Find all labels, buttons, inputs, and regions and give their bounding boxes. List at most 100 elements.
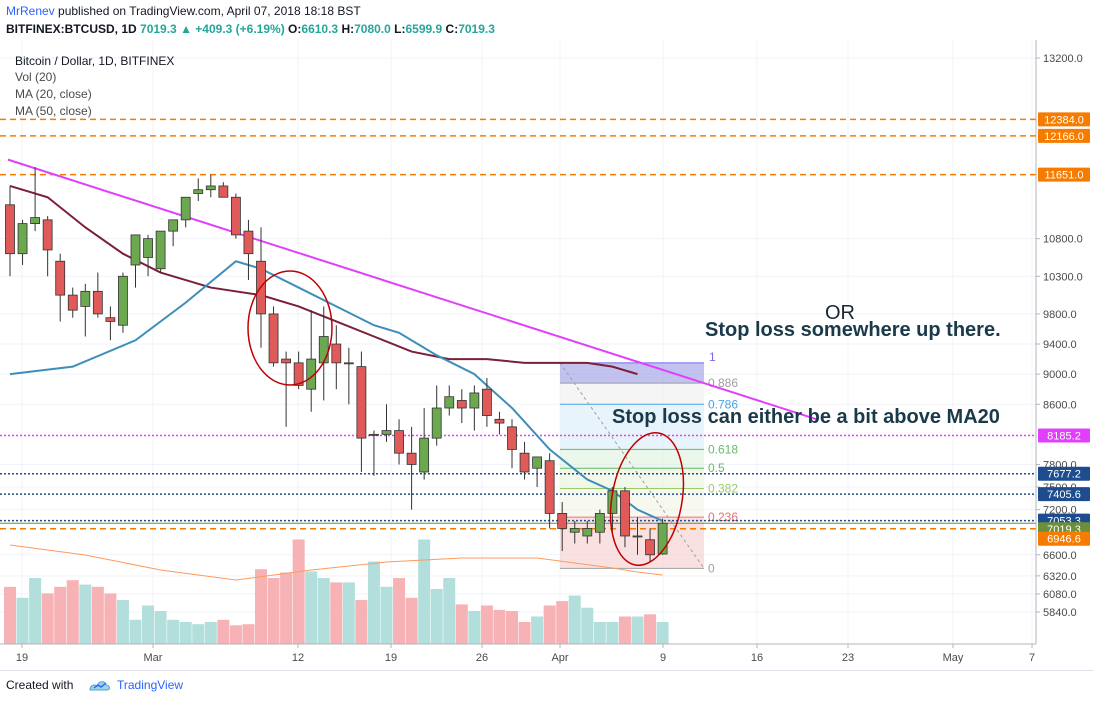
price-tick-label: 9400.0	[1043, 339, 1077, 351]
candle-up	[343, 362, 354, 365]
symbol-label: BITFINEX:BTCUSD, 1D	[6, 22, 137, 36]
time-axis[interactable]: 19 Mar 12 19 26 Apr 9 16 23 May 7	[0, 643, 1094, 670]
highlight-ellipse-left	[247, 270, 333, 386]
candle-down	[67, 294, 78, 311]
fib-level-label: 0.618	[708, 442, 738, 456]
price-tick-label: 5840.0	[1043, 607, 1077, 619]
price-tick-label: 9800.0	[1043, 309, 1077, 321]
candle-down	[394, 430, 404, 454]
time-tick-label: Apr	[551, 652, 568, 664]
time-tick-label: 19	[385, 652, 397, 664]
price-axis[interactable]: 13200.0 10800.0 10300.0 9800.0 9400.0 9000.0 8…	[1035, 40, 1094, 644]
price-tick-label: 6080.0	[1043, 589, 1077, 601]
price-label-text: 6946.6	[1047, 534, 1081, 546]
time-tick-label: 16	[751, 652, 763, 664]
annotation-or[interactable]: OR	[825, 302, 855, 324]
candle-down	[105, 317, 116, 322]
volume-bar	[54, 586, 67, 644]
candle-down	[293, 362, 304, 386]
high-label: H:	[341, 22, 355, 36]
price-tick-label: 10800.0	[1043, 234, 1083, 246]
volume-bar	[280, 572, 293, 644]
candle-down	[230, 196, 241, 236]
time-tick-label: 19	[16, 652, 28, 664]
candle-down	[281, 358, 292, 364]
candle-up	[369, 433, 379, 436]
volume-bar	[455, 604, 468, 644]
volume-ma-line	[9, 544, 663, 581]
volume-bar	[217, 619, 230, 644]
fib-band	[560, 383, 704, 405]
low-value: 6599.9	[405, 22, 443, 36]
highlight-ellipse-right	[609, 431, 685, 567]
price-label-text: 11651.0	[1045, 170, 1084, 182]
price-tick-label: 7200.0	[1043, 505, 1077, 517]
change-value: +409.3 (+6.19%)	[195, 22, 285, 36]
time-tick-label: May	[943, 652, 964, 664]
candle-up	[532, 456, 542, 469]
fib-band	[560, 404, 704, 450]
candle-up	[469, 392, 480, 409]
volume-bar	[41, 593, 54, 644]
candle-down	[243, 230, 254, 255]
candle-up	[632, 535, 643, 538]
drawings[interactable]	[247, 270, 693, 571]
volume-bar	[154, 611, 167, 644]
candle-down	[557, 512, 568, 529]
candle-up	[155, 230, 166, 270]
legend-ma20: MA (20, close)	[15, 87, 92, 101]
price-label-text: 7677.2	[1047, 469, 1081, 481]
tradingview-link[interactable]: TradingView	[117, 678, 184, 692]
tradingview-logo-icon[interactable]	[88, 677, 112, 698]
volume-bar	[4, 586, 16, 644]
candle-up	[444, 396, 455, 409]
volume-bar	[644, 614, 657, 644]
fib-level-label: 1	[709, 350, 716, 364]
candle-up	[381, 430, 392, 435]
fib-level-label: 0	[708, 561, 715, 575]
close-ohlc-value: 7019.3	[458, 22, 495, 36]
fib-level-label: 0.236	[708, 510, 738, 524]
legend-ma50: MA (50, close)	[15, 104, 92, 118]
published-text: published on TradingView.com, April 07, …	[54, 4, 361, 18]
high-value: 7080.0	[354, 22, 391, 36]
candle-down	[268, 313, 279, 364]
candle-up	[419, 437, 430, 473]
volume-bar	[167, 619, 180, 644]
volume-bar	[267, 578, 280, 644]
candle-down	[519, 452, 530, 473]
grid	[0, 40, 1036, 644]
time-tick-label: Mar	[144, 652, 163, 664]
ma20-line	[9, 260, 664, 522]
price-label-box	[1038, 466, 1090, 481]
volume-bar	[292, 539, 305, 644]
price-label-text: 7405.6	[1047, 489, 1081, 501]
volume-bar	[367, 561, 380, 644]
volume-bar	[493, 609, 506, 644]
author-link[interactable]: MrRenev	[6, 4, 55, 18]
time-tick-label: 23	[842, 652, 854, 664]
candle-down	[620, 490, 630, 537]
price-tick-label: 6320.0	[1043, 571, 1077, 583]
candle-down	[406, 452, 417, 465]
horizontal-levels[interactable]	[0, 118, 1036, 530]
volume-bar	[142, 605, 155, 644]
annotation-stop-up[interactable]: Stop loss somewhere up there.	[705, 319, 1001, 341]
volume-bar	[91, 586, 104, 644]
candle-up	[594, 512, 605, 533]
price-chart[interactable]: 1 0.886 0.786 0.618 0.5 0.382 0.236 0 13200.0 10…	[0, 40, 1094, 670]
annotations[interactable]: OR Stop loss somewhere up there. Stop lo…	[612, 302, 1001, 428]
trendline-line	[7, 158, 817, 421]
volume-bar	[531, 616, 544, 644]
candle-up	[168, 219, 179, 232]
trendline[interactable]	[7, 158, 817, 421]
volume-bar	[192, 624, 205, 644]
volume-bar	[380, 586, 393, 644]
volume-bar	[606, 622, 619, 644]
price-label-text: 12384.0	[1044, 114, 1084, 126]
volume-bar	[581, 607, 594, 644]
candle-down	[481, 388, 492, 416]
annotation-stop-ma20[interactable]: Stop loss can either be a bit above MA20	[612, 406, 1000, 428]
volume-bar	[506, 611, 518, 644]
created-with-text: Created with	[6, 678, 74, 692]
